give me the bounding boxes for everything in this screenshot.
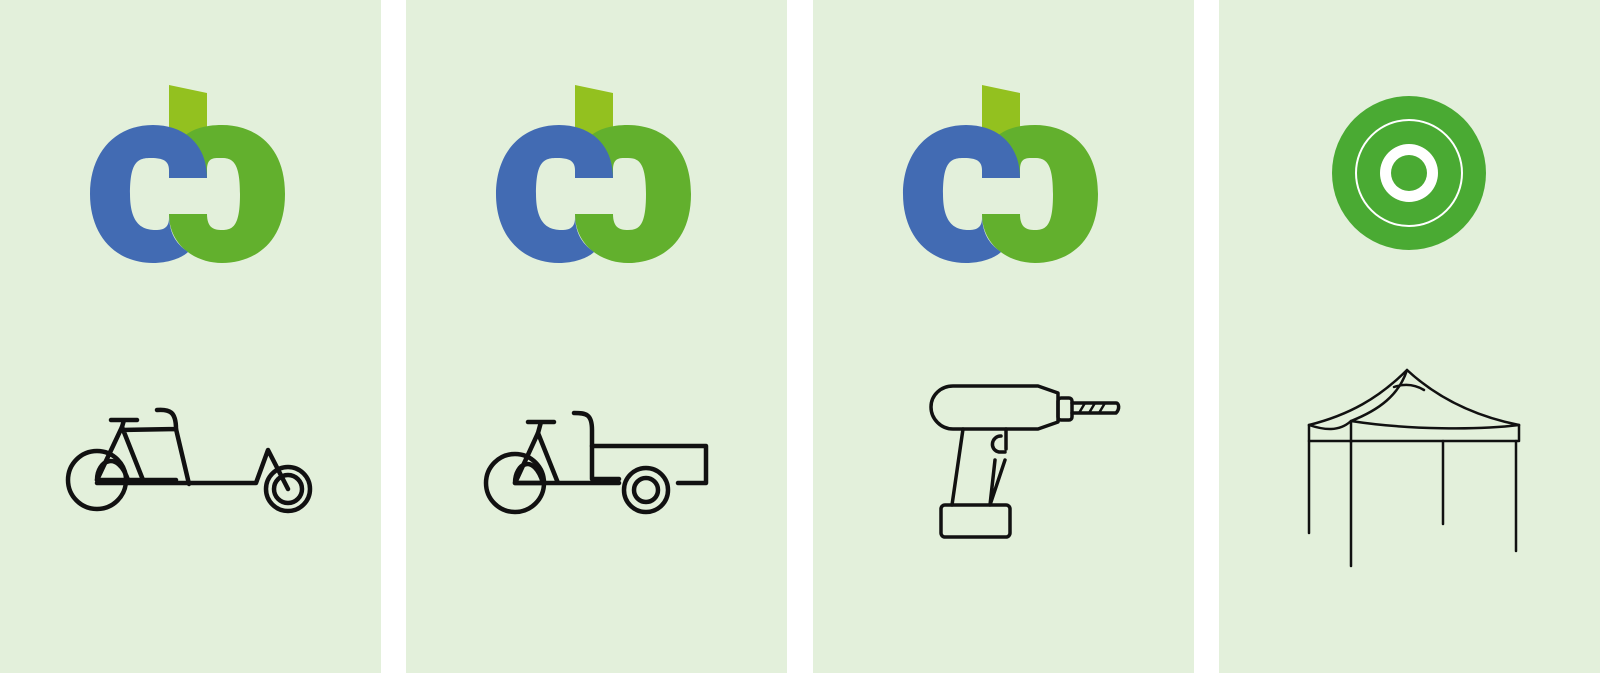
green-ring-icon — [1332, 96, 1486, 250]
cargo-bike-card-art — [65, 85, 313, 514]
cordless-drill-card-art — [903, 85, 1121, 539]
card-cordless-drill[interactable] — [813, 0, 1194, 673]
bike-trailer-icon — [483, 410, 709, 515]
card-cargo-bike[interactable] — [0, 0, 381, 673]
cc-logo-icon — [496, 85, 691, 263]
card-canopy-tent[interactable] — [1219, 0, 1600, 673]
cc-logo-icon — [90, 85, 285, 263]
card-bike-trailer[interactable] — [406, 0, 787, 673]
bike-trailer-card-art — [483, 85, 709, 515]
canopy-tent-card-art — [1307, 96, 1521, 568]
cargo-bike-icon — [65, 407, 313, 514]
cordless-drill-icon — [929, 384, 1121, 539]
cc-logo-icon — [903, 85, 1098, 263]
canopy-tent-icon — [1307, 368, 1521, 568]
